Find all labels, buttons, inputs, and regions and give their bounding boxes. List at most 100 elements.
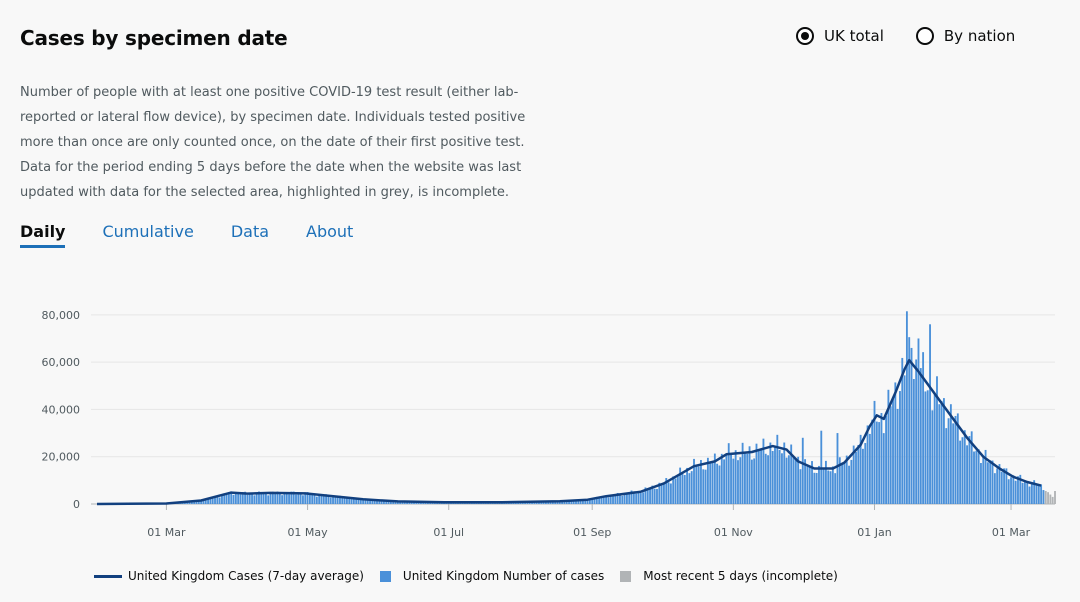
case-bar <box>380 500 383 504</box>
case-bar <box>727 443 730 504</box>
case-bar <box>329 497 332 504</box>
case-bar <box>841 464 844 504</box>
case-bar <box>197 501 200 504</box>
case-bar <box>676 476 679 504</box>
case-bar <box>572 501 575 504</box>
case-bar <box>912 379 915 504</box>
case-bar <box>651 485 654 504</box>
case-bar <box>290 491 293 504</box>
case-bar <box>787 455 790 504</box>
case-bar <box>248 493 251 504</box>
case-bar <box>632 492 635 504</box>
case-bar <box>318 494 321 504</box>
case-bar <box>311 493 314 504</box>
case-bar <box>926 390 929 504</box>
case-bar <box>207 498 209 504</box>
case-bar <box>743 452 746 504</box>
case-bar <box>278 492 281 504</box>
by-nation-radio[interactable]: By nation <box>915 27 1016 45</box>
case-bar <box>915 359 918 504</box>
case-bar <box>734 450 737 504</box>
case-bar <box>658 482 661 504</box>
incomplete-bar <box>1044 490 1047 504</box>
case-bar <box>947 418 950 504</box>
case-bar <box>940 400 943 504</box>
case-bar <box>776 434 779 504</box>
case-bar <box>253 495 256 504</box>
tab-about[interactable]: About <box>306 222 354 241</box>
case-bar <box>702 469 705 504</box>
case-bar <box>327 495 330 504</box>
case-bar <box>827 470 830 504</box>
case-bar <box>387 500 390 504</box>
uk-total-radio-circle[interactable] <box>796 27 814 45</box>
case-bar <box>880 413 883 504</box>
case-bar <box>804 459 807 504</box>
case-bar <box>542 501 545 504</box>
case-bar <box>720 453 723 504</box>
legend-label-average: United Kingdom Cases (7-day average) <box>128 569 364 583</box>
case-bar <box>260 493 263 504</box>
case-bar <box>1023 481 1026 504</box>
by-nation-radio-label[interactable]: By nation <box>943 27 1016 45</box>
by-nation-radio-circle[interactable] <box>915 27 934 45</box>
case-bar <box>963 430 966 504</box>
case-bar <box>875 421 878 504</box>
y-tick-label: 0 <box>73 498 80 511</box>
case-bar <box>762 438 765 504</box>
case-bar <box>859 434 862 504</box>
case-bar <box>595 496 598 504</box>
case-bar <box>757 450 760 504</box>
x-tick-label: 01 Mar <box>992 526 1031 539</box>
case-bar <box>669 483 672 504</box>
case-bar <box>1005 468 1008 504</box>
case-bar <box>283 493 286 504</box>
case-bar <box>824 460 827 504</box>
case-bar <box>352 497 355 504</box>
case-bar <box>697 466 700 504</box>
case-bar <box>975 450 978 504</box>
case-bar <box>966 445 968 504</box>
case-bar <box>612 495 614 504</box>
case-bar <box>737 460 739 504</box>
case-bar <box>753 458 756 504</box>
case-bar <box>667 482 670 504</box>
case-bar <box>313 494 316 504</box>
case-bar <box>362 499 365 504</box>
case-bar <box>558 501 561 504</box>
uk-total-radio[interactable]: UK total <box>796 27 884 45</box>
case-bar <box>730 454 732 504</box>
case-bar <box>938 404 941 504</box>
case-bar <box>660 484 663 504</box>
case-bar <box>1000 471 1003 504</box>
case-bar <box>570 500 573 504</box>
case-bar <box>614 495 617 504</box>
case-bar <box>929 324 931 504</box>
chart-tabs: Daily Cumulative Data About <box>20 222 390 248</box>
case-bar <box>799 469 802 504</box>
case-bar <box>392 501 395 504</box>
tab-cumulative[interactable]: Cumulative <box>102 222 194 241</box>
case-bar <box>239 494 242 504</box>
case-bar <box>871 419 874 504</box>
case-bar <box>704 469 707 504</box>
uk-total-radio-label[interactable]: UK total <box>824 27 884 45</box>
case-bar <box>797 456 800 504</box>
case-bar <box>297 493 300 504</box>
case-bar <box>304 492 307 504</box>
case-bar <box>834 473 837 504</box>
case-bar <box>1003 468 1006 504</box>
case-bar <box>225 494 228 504</box>
tab-data[interactable]: Data <box>230 222 270 241</box>
y-tick-label: 40,000 <box>42 403 81 416</box>
case-bar <box>919 368 922 504</box>
page-title: Cases by specimen date <box>20 26 288 50</box>
case-bar <box>785 457 788 504</box>
case-bar <box>686 467 688 504</box>
tab-daily[interactable]: Daily <box>20 222 66 248</box>
case-bar <box>642 492 645 504</box>
x-tick-label: 01 Mar <box>147 526 186 539</box>
case-bar <box>954 415 957 504</box>
case-bar <box>551 501 554 504</box>
case-bar <box>848 465 850 504</box>
